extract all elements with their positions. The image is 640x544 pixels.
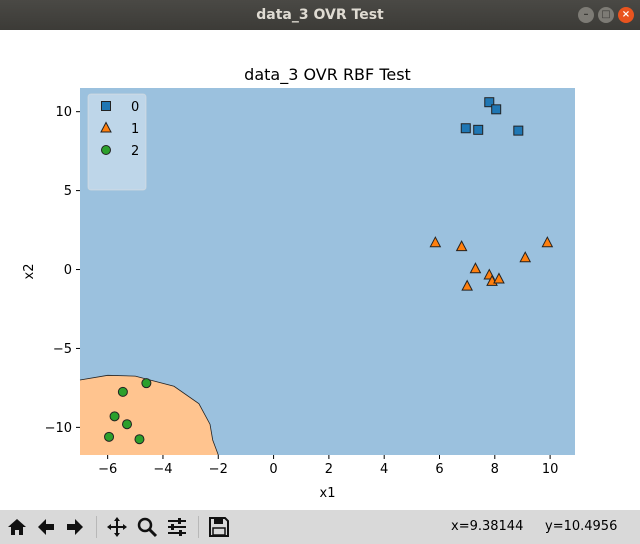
y-coordinate-readout: y=10.4956 xyxy=(545,519,618,534)
decision-boundary-line xyxy=(79,374,219,456)
arrow-left-icon xyxy=(38,519,54,535)
zoom-button[interactable] xyxy=(134,514,160,540)
decision-region-class-2 xyxy=(80,375,219,455)
arrow-right-icon xyxy=(67,519,83,535)
data-point-class-1 xyxy=(429,236,442,248)
move-icon xyxy=(107,517,127,537)
data-point-class-0 xyxy=(484,97,495,108)
data-point-class-1 xyxy=(455,240,468,252)
data-point-class-1 xyxy=(461,279,473,291)
data-point-class-2 xyxy=(141,378,152,389)
data-point-class-0 xyxy=(513,125,524,136)
window-titlebar: data_3 OVR Test – □ × xyxy=(0,0,640,30)
data-point-class-2 xyxy=(117,386,128,397)
minimize-button[interactable]: – xyxy=(578,7,594,23)
data-point-class-0 xyxy=(491,104,502,115)
data-point-class-2 xyxy=(109,411,120,422)
data-point-class-2 xyxy=(134,434,145,445)
save-button[interactable] xyxy=(206,514,232,540)
y-axis-label: x2 xyxy=(22,264,37,280)
legend-box xyxy=(87,93,147,191)
legend-marker-class-2 xyxy=(101,145,111,155)
home-button[interactable] xyxy=(4,514,30,540)
data-point-class-0 xyxy=(473,124,484,135)
x-tick-label: 8 xyxy=(491,462,499,477)
y-tick-label: 10 xyxy=(55,105,72,120)
x-tick-label: 4 xyxy=(380,462,388,477)
y-tick-label: 0 xyxy=(64,263,72,278)
legend-label-class-2: 2 xyxy=(131,144,139,159)
navigation-toolbar: x=9.38144 y=10.4956 xyxy=(0,510,640,544)
legend: 0 1 2 xyxy=(87,93,147,191)
data-point-class-1 xyxy=(519,251,532,263)
legend-label-class-0: 0 xyxy=(131,100,139,115)
x-tick-label: 10 xyxy=(542,462,559,477)
maximize-button[interactable]: □ xyxy=(598,7,614,23)
magnifier-icon xyxy=(137,517,158,538)
x-tick-label: −2 xyxy=(209,462,228,477)
pan-button[interactable] xyxy=(104,514,130,540)
data-point-class-1 xyxy=(469,262,482,274)
x-tick-label: −6 xyxy=(98,462,117,477)
home-icon xyxy=(8,519,26,535)
data-point-class-0 xyxy=(460,123,471,134)
sliders-icon xyxy=(168,518,186,536)
legend-marker-class-0 xyxy=(101,101,111,111)
data-point-class-1 xyxy=(493,272,505,284)
y-tick-label: −10 xyxy=(45,421,72,436)
window-title: data_3 OVR Test xyxy=(256,7,384,23)
x-coordinate-readout: x=9.38144 xyxy=(451,519,524,534)
chart-title: data_3 OVR RBF Test xyxy=(244,65,411,85)
toolbar-separator xyxy=(198,516,199,538)
x-tick-label: 0 xyxy=(269,462,277,477)
y-tick-label: 5 xyxy=(64,184,72,199)
close-button[interactable]: × xyxy=(618,7,634,23)
toolbar-separator xyxy=(96,516,97,538)
x-tick-label: 6 xyxy=(435,462,443,477)
floppy-disk-icon xyxy=(209,517,229,537)
x-axis-label: x1 xyxy=(320,486,336,501)
configure-subplots-button[interactable] xyxy=(164,514,190,540)
y-tick-label: −5 xyxy=(53,342,72,357)
data-point-class-2 xyxy=(122,419,133,430)
legend-label-class-1: 1 xyxy=(131,122,139,137)
data-point-class-1 xyxy=(541,236,554,248)
forward-button[interactable] xyxy=(62,514,88,540)
data-point-class-2 xyxy=(104,431,115,442)
x-tick-label: 2 xyxy=(325,462,333,477)
x-tick-label: −4 xyxy=(153,462,172,477)
legend-marker-class-1 xyxy=(100,121,112,133)
back-button[interactable] xyxy=(33,514,59,540)
